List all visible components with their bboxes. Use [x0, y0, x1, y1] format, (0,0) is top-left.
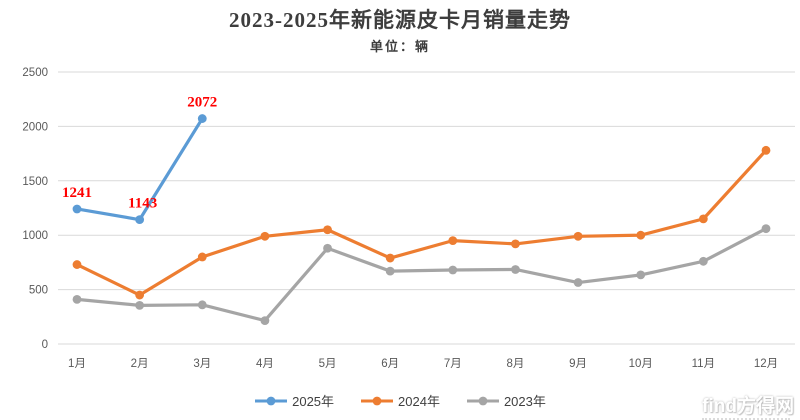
legend-item-2025年: 2025年 [254, 391, 334, 410]
y-tick-label: 0 [42, 339, 48, 351]
legend-label: 2024年 [398, 394, 440, 409]
data-point-2024年 [573, 231, 583, 241]
legend-marker [255, 396, 288, 405]
data-label: 2072 [187, 95, 217, 111]
data-point-2024年 [385, 253, 395, 263]
data-point-2025年 [197, 114, 207, 123]
data-point-2023年 [72, 294, 82, 304]
x-tick-label: 12月 [754, 358, 778, 370]
data-point-2024年 [636, 230, 646, 240]
x-tick-label: 7月 [444, 358, 462, 370]
chart-subtitle: 单位：辆 [369, 39, 430, 54]
x-tick-label: 5月 [319, 358, 337, 370]
data-point-2024年 [135, 290, 145, 300]
data-point-2023年 [511, 265, 520, 274]
legend-marker [466, 396, 499, 405]
chart-legend: 2025年 2024年 2023年 [0, 391, 800, 410]
chart-title: 2023-2025年新能源皮卡月销量走势 [229, 8, 571, 32]
data-point-2024年 [323, 225, 332, 235]
legend-item-2023年: 2023年 [466, 391, 546, 410]
x-tick-label: 11月 [692, 358, 715, 370]
data-point-2023年 [761, 224, 771, 234]
x-tick-label: 4月 [256, 358, 274, 370]
data-point-2024年 [698, 214, 708, 224]
data-point-2024年 [72, 260, 82, 269]
data-point-2023年 [135, 300, 145, 310]
y-tick-label: 2500 [22, 67, 48, 79]
x-tick-label: 1月 [68, 358, 86, 370]
series-line-2023年 [75, 227, 768, 323]
legend-label: 2025年 [292, 394, 335, 409]
data-point-2024年 [511, 239, 520, 249]
data-point-2023年 [448, 265, 458, 275]
data-point-2025年 [135, 215, 145, 225]
data-label: 1143 [128, 196, 157, 212]
data-label: 1241 [62, 185, 92, 201]
data-point-2023年 [323, 243, 332, 253]
legend-marker [361, 396, 394, 405]
data-point-2023年 [698, 256, 708, 266]
data-point-2023年 [573, 278, 583, 287]
legend-item-2024年: 2024年 [360, 391, 440, 410]
data-point-2024年 [761, 145, 771, 155]
data-point-2023年 [260, 316, 270, 326]
y-tick-label: 1000 [22, 230, 48, 242]
data-point-2023年 [197, 300, 207, 310]
data-point-2024年 [448, 236, 458, 246]
data-point-2024年 [197, 252, 207, 262]
x-tick-label: 3月 [193, 358, 211, 370]
x-tick-label: 8月 [507, 358, 525, 370]
x-tick-label: 6月 [381, 358, 399, 370]
data-point-2024年 [260, 231, 270, 241]
x-tick-label: 9月 [569, 358, 587, 370]
data-point-2025年 [72, 204, 82, 214]
data-point-2023年 [636, 270, 646, 280]
series-line-2024年 [75, 148, 768, 297]
y-tick-label: 1500 [22, 176, 48, 188]
legend-label: 2023年 [503, 394, 546, 409]
x-tick-label: 10月 [629, 358, 653, 370]
y-tick-label: 500 [29, 285, 48, 297]
x-tick-label: 2月 [131, 358, 149, 370]
data-point-2023年 [385, 266, 395, 276]
y-tick-label: 2000 [22, 121, 48, 133]
